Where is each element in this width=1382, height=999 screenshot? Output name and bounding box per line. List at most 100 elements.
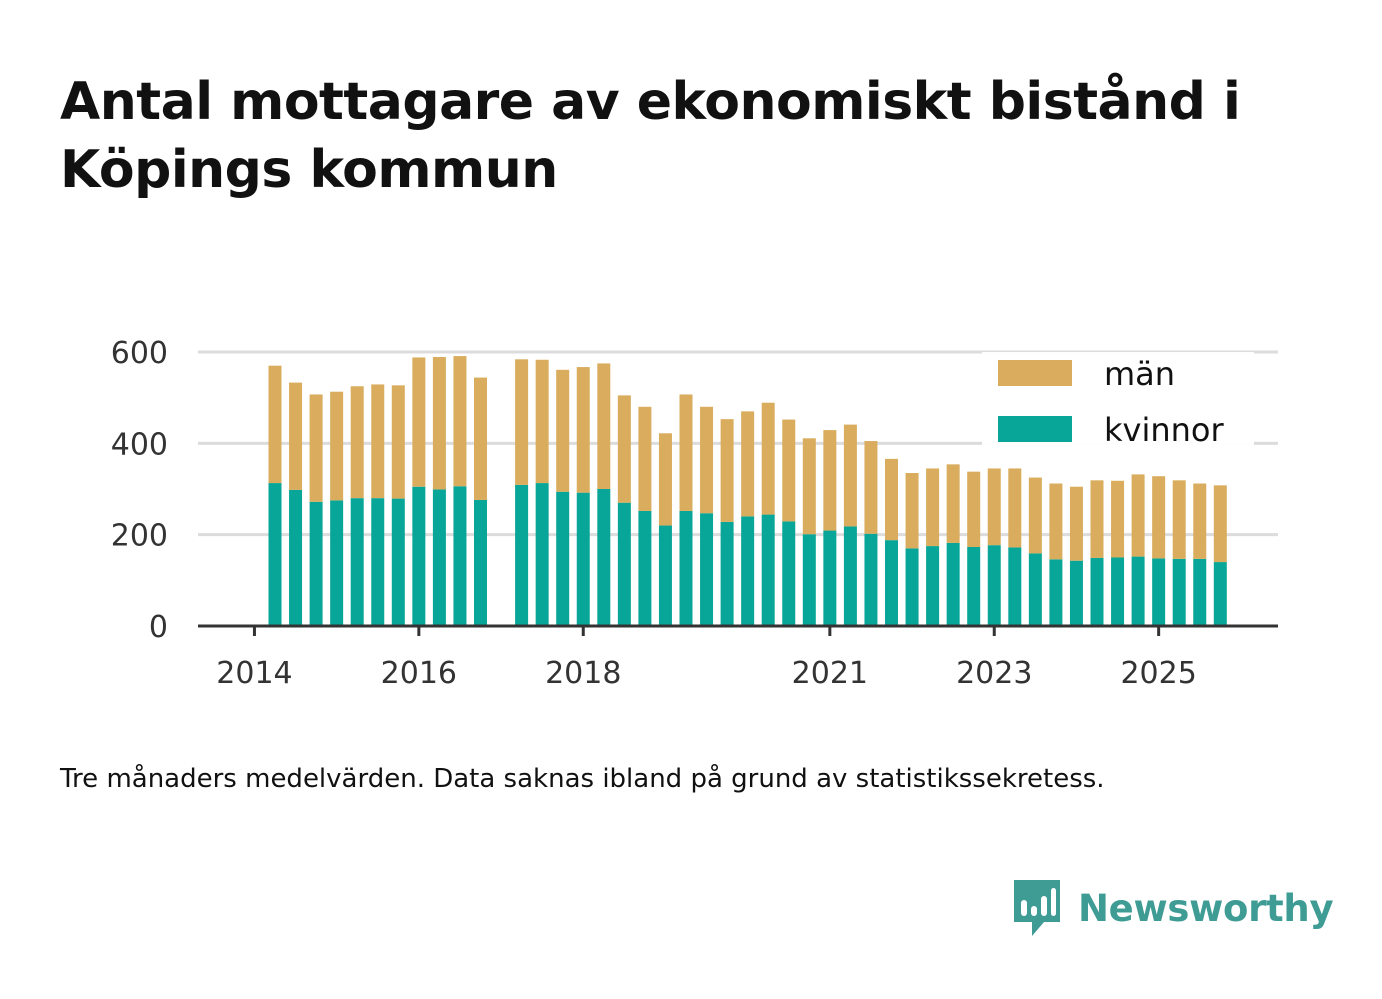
bar-kvinnor	[1008, 547, 1022, 626]
bar-man	[1152, 476, 1166, 559]
bar-man	[885, 458, 898, 541]
bar-kvinnor	[638, 510, 652, 626]
bar-kvinnor	[843, 526, 857, 626]
bar-kvinnor	[1111, 557, 1125, 626]
x-tick-label: 2021	[792, 656, 868, 691]
bar-kvinnor	[432, 489, 446, 626]
bar-man	[1069, 486, 1083, 561]
bar-kvinnor	[802, 534, 816, 626]
bar-man	[926, 468, 940, 547]
bar-kvinnor	[453, 486, 467, 626]
bar-man	[617, 395, 631, 503]
bar-man	[268, 365, 282, 484]
bar-kvinnor	[679, 510, 693, 626]
bar-kvinnor	[946, 542, 960, 626]
bar-man	[843, 424, 857, 527]
bar-kvinnor	[576, 492, 590, 626]
bar-kvinnor	[741, 516, 755, 626]
bar-man	[432, 357, 446, 490]
bar-kvinnor	[617, 502, 631, 626]
bar-man	[823, 430, 837, 531]
bar-man	[1213, 485, 1227, 563]
legend-label: kvinnor	[1104, 411, 1225, 449]
bar-man	[967, 471, 981, 547]
brand-logo[interactable]: Newsworthy	[1010, 876, 1334, 940]
brand-name: Newsworthy	[1078, 886, 1334, 930]
axes: 0 200 400 600 2014 2016 2018 2021 2023 2025	[111, 336, 1278, 691]
bar-kvinnor	[391, 498, 405, 626]
bar-man	[1193, 483, 1207, 559]
bar-kvinnor	[967, 546, 981, 626]
bar-man	[289, 382, 303, 490]
x-tick-label: 2025	[1120, 656, 1196, 691]
bar-kvinnor	[535, 483, 549, 626]
bar-man	[802, 438, 816, 535]
bars	[268, 356, 1227, 626]
bar-man	[1090, 480, 1104, 558]
bar-man	[412, 357, 426, 487]
bar-man	[905, 473, 919, 549]
y-tick-label: 600	[111, 336, 168, 371]
x-tick-label: 2018	[545, 656, 621, 691]
bar-kvinnor	[371, 498, 385, 626]
bar-man	[453, 356, 467, 487]
chart-title: Antal mottagare av ekonomiskt bistånd i …	[60, 72, 1241, 200]
bar-kvinnor	[309, 501, 323, 626]
bar-kvinnor	[926, 546, 940, 626]
bar-kvinnor	[1131, 556, 1145, 626]
bar-kvinnor	[720, 521, 734, 626]
bar-man	[782, 419, 796, 522]
bar-kvinnor	[782, 521, 796, 626]
bar-kvinnor	[1193, 558, 1207, 626]
bar-man	[987, 468, 1001, 546]
bar-kvinnor	[658, 525, 672, 626]
bar-man	[1008, 468, 1022, 548]
bar-man	[741, 411, 755, 517]
bar-kvinnor	[1152, 558, 1166, 626]
bar-kvinnor	[1049, 559, 1063, 626]
bar-kvinnor	[1090, 557, 1104, 626]
bar-kvinnor	[1028, 553, 1042, 626]
bar-kvinnor	[474, 499, 487, 626]
x-tick-label: 2016	[381, 656, 457, 691]
bar-man	[535, 359, 549, 484]
bar-man	[515, 359, 529, 485]
legend-label: män	[1104, 355, 1175, 393]
bar-kvinnor	[905, 548, 919, 626]
bar-kvinnor	[515, 484, 529, 626]
chart-caption: Tre månaders medelvärden. Data saknas ib…	[60, 764, 1105, 794]
bar-man	[761, 402, 775, 515]
bar-kvinnor	[864, 533, 878, 626]
bar-man	[638, 406, 652, 511]
bar-man	[556, 369, 570, 492]
bar-man	[679, 394, 693, 511]
newsworthy-logo-icon	[1014, 880, 1060, 936]
bar-kvinnor	[268, 483, 282, 626]
bar-man	[720, 419, 734, 522]
bar-man	[864, 441, 878, 534]
bar-kvinnor	[761, 514, 775, 626]
y-tick-label: 400	[111, 427, 168, 462]
bar-kvinnor	[350, 498, 364, 626]
bar-kvinnor	[700, 513, 714, 626]
bar-man	[1049, 483, 1063, 560]
bar-man	[309, 394, 323, 502]
legend: män kvinnor	[982, 352, 1254, 452]
bar-man	[1172, 480, 1186, 559]
bar-kvinnor	[597, 489, 611, 626]
bar-kvinnor	[330, 500, 344, 626]
x-tick-label: 2014	[216, 656, 292, 691]
bar-man	[391, 385, 405, 499]
bar-kvinnor	[1172, 558, 1186, 626]
legend-swatch	[998, 416, 1072, 442]
bar-man	[700, 406, 714, 514]
bar-kvinnor	[1213, 562, 1227, 626]
bar-man	[1028, 477, 1042, 554]
bar-man	[658, 433, 672, 526]
bar-man	[597, 363, 611, 489]
legend-swatch	[998, 360, 1072, 386]
bar-kvinnor	[987, 545, 1001, 626]
bar-man	[946, 464, 960, 543]
y-tick-label: 0	[149, 610, 168, 645]
